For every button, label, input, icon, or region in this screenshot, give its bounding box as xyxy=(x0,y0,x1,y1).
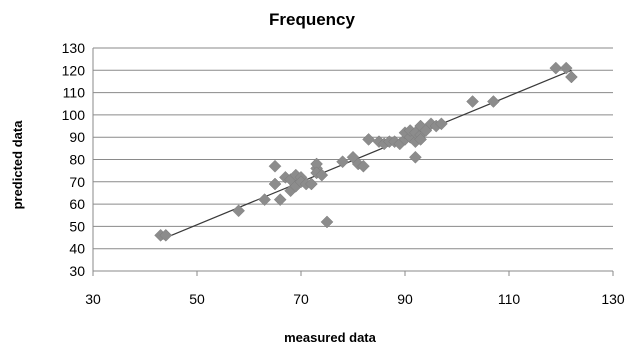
x-tick-label-50: 50 xyxy=(189,291,205,307)
x-tick-label-130: 130 xyxy=(601,291,625,307)
x-tick-label-110: 110 xyxy=(498,291,521,307)
y-tick-labels: 30 40 50 60 70 80 90 100 110 120 130 xyxy=(62,40,86,279)
data-point-6 xyxy=(273,193,287,206)
data-point-45 xyxy=(466,95,479,108)
y-tick-label-100: 100 xyxy=(62,107,86,123)
data-point-39 xyxy=(414,133,427,146)
data-point-49 xyxy=(565,70,578,84)
data-point-3 xyxy=(258,193,271,206)
x-tick-label-90: 90 xyxy=(397,291,413,307)
x-tick-label-30: 30 xyxy=(85,291,101,307)
x-axis-label: measured data xyxy=(284,330,377,345)
gridlines xyxy=(93,47,613,250)
data-point-44 xyxy=(435,117,448,131)
y-axis-label: predicted data xyxy=(10,120,25,210)
data-point-19 xyxy=(315,168,329,182)
y-tick-label-80: 80 xyxy=(69,152,85,168)
data-point-47 xyxy=(549,61,563,75)
data-point-5 xyxy=(268,177,282,191)
y-tick-label-50: 50 xyxy=(69,218,85,234)
data-point-24 xyxy=(357,159,370,173)
y-tick-label-70: 70 xyxy=(69,174,85,190)
data-point-25 xyxy=(362,133,375,146)
data-point-20 xyxy=(320,215,334,229)
data-point-46 xyxy=(487,95,500,108)
y-tick-label-60: 60 xyxy=(69,196,85,212)
y-tick-label-110: 110 xyxy=(63,85,86,101)
data-point-15 xyxy=(305,177,318,191)
trendline xyxy=(160,69,572,241)
y-tick-label-120: 120 xyxy=(62,62,86,78)
y-tick-label-40: 40 xyxy=(69,241,85,257)
y-tick-label-130: 130 xyxy=(62,40,86,56)
data-point-48 xyxy=(559,61,573,75)
data-point-2 xyxy=(232,204,245,218)
axes xyxy=(92,48,614,276)
data-points xyxy=(154,61,578,242)
chart-title: Frequency xyxy=(269,10,356,29)
data-point-36 xyxy=(409,150,422,164)
data-point-1 xyxy=(159,228,173,242)
x-tick-labels: 30 50 70 90 110 130 xyxy=(85,291,625,307)
data-point-4 xyxy=(268,159,282,173)
data-point-21 xyxy=(336,155,349,169)
y-tick-label-90: 90 xyxy=(69,129,85,145)
x-tick-label-70: 70 xyxy=(293,291,309,307)
y-tick-label-30: 30 xyxy=(69,263,85,279)
trendline-layer xyxy=(160,69,572,241)
